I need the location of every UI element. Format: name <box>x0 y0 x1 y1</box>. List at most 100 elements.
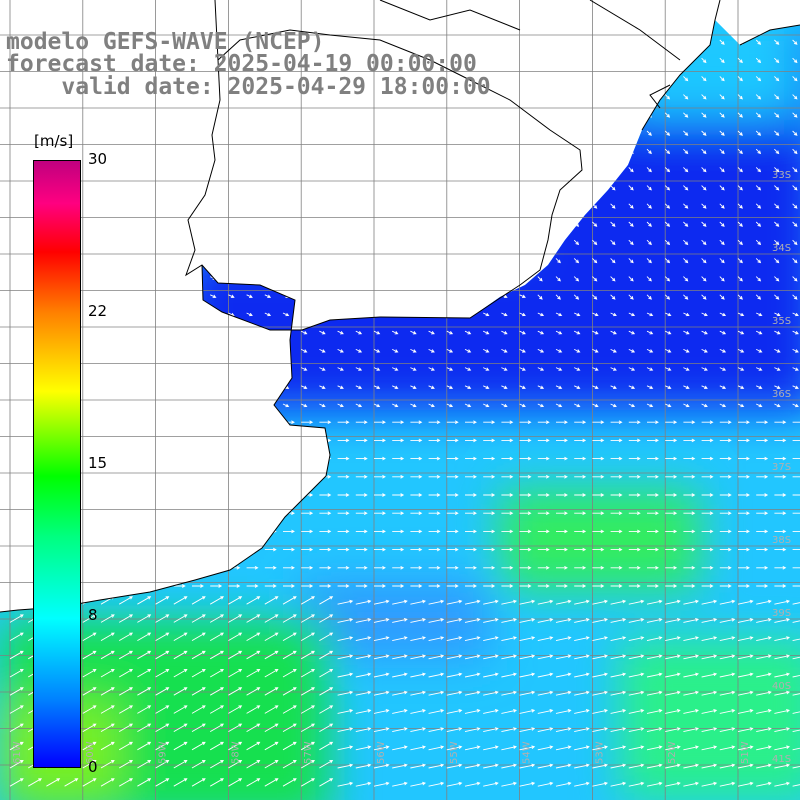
wind-arrow-icon <box>119 529 132 534</box>
wind-arrow-icon <box>574 617 590 623</box>
wind-arrow-icon <box>246 632 261 641</box>
border-line <box>214 0 681 61</box>
wind-arrow-icon <box>446 330 454 335</box>
wind-arrow-icon <box>301 385 308 389</box>
wind-arrow-icon <box>355 130 363 135</box>
wind-arrow-icon <box>155 348 162 353</box>
wind-arrow-icon <box>465 547 477 552</box>
wind-arrow-icon <box>191 130 199 135</box>
wind-arrow-icon <box>173 112 181 116</box>
wind-arrow-icon <box>574 690 590 696</box>
wind-arrow-icon <box>464 185 472 189</box>
wind-arrow-icon <box>192 474 204 479</box>
wind-arrow-icon <box>373 239 381 244</box>
wind-arrow-icon <box>283 493 295 497</box>
wind-arrow-icon <box>100 632 115 641</box>
wind-arrow-icon <box>246 166 253 171</box>
wind-arrow-icon <box>228 294 235 298</box>
wind-arrow-icon <box>428 112 435 116</box>
wind-arrow-icon <box>483 312 490 317</box>
wind-arrow-icon <box>246 723 261 732</box>
wind-arrow-icon <box>683 258 689 264</box>
wind-arrow-icon <box>82 511 95 516</box>
wind-arrow-icon <box>392 636 408 642</box>
wind-arrow-icon <box>301 330 308 335</box>
wind-arrow-icon <box>210 221 217 226</box>
wind-arrow-icon <box>410 312 417 317</box>
wind-arrow-icon <box>446 385 454 389</box>
wind-arrow-icon <box>483 745 499 751</box>
wind-arrow-icon <box>337 330 344 335</box>
wind-arrow-icon <box>610 672 627 678</box>
wind-arrow-icon <box>592 547 605 552</box>
wind-arrow-icon <box>647 584 659 588</box>
latitude-label: 37S <box>772 462 791 473</box>
wind-arrow-icon <box>774 348 781 353</box>
wind-arrow-icon <box>519 617 536 623</box>
wind-arrow-icon <box>10 456 22 461</box>
wind-arrow-icon <box>155 420 168 425</box>
wind-arrow-icon <box>282 348 290 353</box>
wind-arrow-icon <box>719 584 732 588</box>
wind-arrow-icon <box>774 294 780 300</box>
wind-arrow-icon <box>555 312 563 317</box>
wind-arrow-icon <box>701 185 707 191</box>
wind-arrow-icon <box>228 367 235 371</box>
wind-arrow-icon <box>392 599 408 605</box>
wind-arrow-icon <box>628 727 645 733</box>
wind-arrow-icon <box>519 330 526 335</box>
wind-arrow-icon <box>701 565 714 570</box>
wind-arrow-icon <box>173 493 186 497</box>
wind-arrow-icon <box>737 367 745 371</box>
wind-arrow-icon <box>392 221 399 226</box>
wind-arrow-icon <box>319 294 326 298</box>
wind-arrow-icon <box>683 599 699 605</box>
wind-arrow-icon <box>173 614 188 623</box>
wind-arrow-icon <box>537 708 554 714</box>
wind-arrow-icon <box>592 367 599 371</box>
wind-arrow-icon <box>556 565 568 570</box>
wind-arrow-icon <box>10 511 22 516</box>
wind-arrow-icon <box>428 166 435 171</box>
wind-arrow-icon <box>628 294 634 300</box>
wind-arrow-icon <box>282 632 297 641</box>
wind-arrow-icon <box>574 584 587 588</box>
wind-arrow-icon <box>701 312 708 317</box>
wind-arrow-icon <box>483 493 496 497</box>
wind-arrow-icon <box>246 565 259 570</box>
wind-arrow-icon <box>337 565 350 570</box>
wind-arrow-icon <box>119 148 126 153</box>
wind-arrow-icon <box>446 276 454 280</box>
wind-arrow-icon <box>792 112 798 118</box>
wind-arrow-icon <box>464 727 481 733</box>
wind-arrow-icon <box>737 636 754 642</box>
wind-arrow-icon <box>646 76 652 82</box>
wind-arrow-icon <box>646 258 652 264</box>
wind-arrow-icon <box>446 148 454 153</box>
wind-arrow-icon <box>428 474 441 479</box>
wind-arrow-icon <box>592 763 608 769</box>
wind-arrow-icon <box>137 456 150 461</box>
wind-arrow-icon <box>100 348 108 353</box>
wind-arrow-icon <box>118 650 134 660</box>
wind-arrow-icon <box>355 708 372 714</box>
wind-arrow-icon <box>319 330 326 335</box>
wind-arrow-icon <box>282 705 297 714</box>
wind-arrow-icon <box>137 276 144 280</box>
wind-arrow-icon <box>355 112 363 116</box>
wind-arrow-icon <box>464 636 481 642</box>
wind-arrow-icon <box>555 763 572 769</box>
wind-arrow-icon <box>337 203 344 207</box>
wind-arrow-icon <box>228 547 241 552</box>
wind-arrow-icon <box>210 367 217 371</box>
wind-arrow-icon <box>573 203 580 209</box>
wind-arrow-icon <box>701 94 707 100</box>
wind-arrow-icon <box>574 599 590 605</box>
wind-arrow-icon <box>683 239 689 246</box>
wind-arrow-icon <box>82 705 97 714</box>
wind-arrow-icon <box>355 39 363 44</box>
wind-arrow-icon <box>738 511 750 516</box>
coastline <box>0 29 583 613</box>
wind-arrow-icon <box>737 221 743 227</box>
wind-arrow-icon <box>264 239 272 244</box>
